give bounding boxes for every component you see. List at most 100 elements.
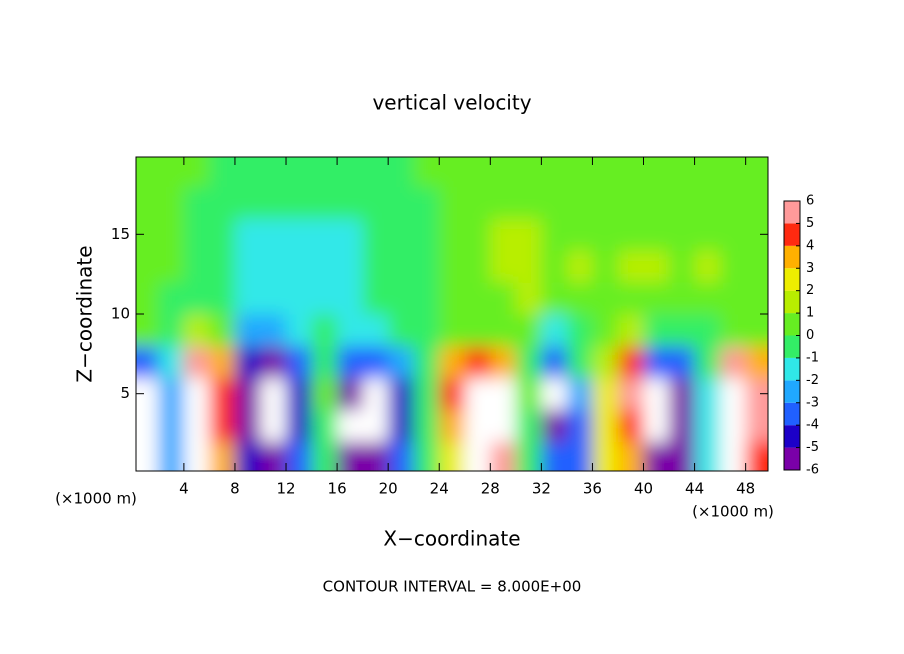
cell <box>745 409 768 443</box>
cell <box>592 218 619 251</box>
colorbar-swatch <box>784 335 800 358</box>
field <box>136 157 768 471</box>
cell <box>694 282 721 315</box>
cell <box>669 157 696 187</box>
cell <box>490 218 517 251</box>
cell <box>515 282 542 315</box>
cell <box>490 441 517 471</box>
cell <box>694 157 721 187</box>
cell <box>337 409 364 443</box>
x-tick-label: 48 <box>736 480 755 498</box>
colorbar-swatch <box>784 357 800 381</box>
cell <box>286 345 313 379</box>
cell <box>260 157 287 187</box>
cell <box>136 409 159 443</box>
cell <box>413 409 440 443</box>
cell <box>592 250 619 283</box>
cell <box>490 250 517 283</box>
cell <box>669 314 696 347</box>
cell <box>158 250 185 283</box>
cell <box>464 218 491 251</box>
cell <box>260 186 287 219</box>
cell <box>515 377 542 411</box>
cell <box>286 157 313 187</box>
cell <box>286 186 313 219</box>
cell <box>745 218 768 251</box>
cell <box>643 441 670 471</box>
x-tick-label: 16 <box>328 480 347 498</box>
colorbar-label: -3 <box>806 395 819 410</box>
cell <box>158 345 185 379</box>
cell <box>260 345 287 379</box>
cell <box>541 409 568 443</box>
cell <box>286 282 313 315</box>
cell <box>745 345 768 379</box>
cell <box>592 314 619 347</box>
cell <box>337 218 364 251</box>
cell <box>694 409 721 443</box>
cell <box>209 377 236 411</box>
cell <box>515 441 542 471</box>
cell <box>617 218 645 251</box>
cell <box>439 377 466 411</box>
cell <box>617 377 645 411</box>
cell <box>643 250 670 283</box>
cell <box>286 218 313 251</box>
cell <box>413 250 440 283</box>
cell <box>286 441 313 471</box>
cell <box>209 314 236 347</box>
cell <box>136 218 159 251</box>
colorbar-swatch <box>784 290 800 314</box>
x-tick-label: 32 <box>532 480 551 498</box>
cell <box>337 157 364 187</box>
cell <box>234 377 261 411</box>
cell <box>234 345 261 379</box>
x-axis-label: X−coordinate <box>383 527 520 551</box>
cell <box>337 345 364 379</box>
cell <box>260 441 287 471</box>
cell <box>720 314 747 347</box>
y-tick-label: 15 <box>111 225 130 243</box>
cell <box>311 345 338 379</box>
cell <box>515 218 542 251</box>
cell <box>464 250 491 283</box>
cell <box>515 314 542 347</box>
cell <box>158 441 185 471</box>
cell <box>439 186 466 219</box>
cell <box>439 314 466 347</box>
cell <box>183 218 210 251</box>
cell <box>566 314 593 347</box>
cell <box>209 218 236 251</box>
cell <box>413 345 440 379</box>
cell <box>136 250 159 283</box>
x-unit: (×1000 m) <box>692 503 774 521</box>
cell <box>183 282 210 315</box>
cell <box>566 282 593 315</box>
cell <box>720 157 747 187</box>
cell <box>337 314 364 347</box>
cell <box>694 218 721 251</box>
cell <box>136 314 159 347</box>
cell <box>388 282 415 315</box>
cell <box>515 157 542 187</box>
cell <box>234 218 261 251</box>
cell <box>388 250 415 283</box>
cell <box>183 314 210 347</box>
cell <box>260 250 287 283</box>
cell <box>209 409 236 443</box>
cell <box>234 409 261 443</box>
cell <box>566 218 593 251</box>
cell <box>541 250 568 283</box>
cell <box>260 409 287 443</box>
cell <box>209 186 236 219</box>
cell <box>643 345 670 379</box>
cell <box>720 345 747 379</box>
cell <box>439 345 466 379</box>
cell <box>388 157 415 187</box>
cell <box>136 441 159 471</box>
cell <box>209 282 236 315</box>
cell <box>694 314 721 347</box>
cell <box>362 218 389 251</box>
colorbar-swatch <box>784 223 800 246</box>
cell <box>337 250 364 283</box>
